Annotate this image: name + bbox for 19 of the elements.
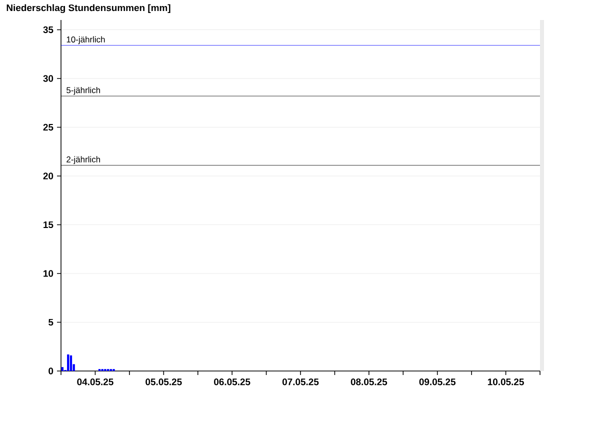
x-tick-label: 04.05.25	[77, 378, 114, 386]
ref-line-label: 10-jährlich	[66, 36, 105, 44]
y-tick-label: 5	[48, 318, 54, 326]
y-tick-label: 25	[43, 124, 54, 131]
x-tick-label: 06.05.25	[214, 378, 250, 386]
x-tick-label: 05.05.25	[146, 378, 182, 386]
x-tick-label: 10.05.25	[488, 378, 524, 386]
y-tick-label: 15	[44, 221, 54, 228]
ref-line-label: 5-jährlich	[66, 86, 100, 95]
x-tick-label: 09.05.25	[419, 378, 456, 386]
x-tick-label: 07.05.25	[282, 378, 319, 386]
y-tick-label: 35	[43, 26, 54, 34]
y-tick-label: 10	[44, 270, 54, 277]
y-tick-label: 0	[48, 368, 54, 374]
x-tick-label: 08.05.25	[350, 378, 388, 386]
ref-line-label: 2-jährlich	[66, 156, 100, 164]
y-tick-label: 30	[43, 75, 54, 82]
y-tick-label: 20	[43, 172, 54, 180]
chart-title: Niederschlag Stundensummen [mm]	[6, 4, 170, 14]
